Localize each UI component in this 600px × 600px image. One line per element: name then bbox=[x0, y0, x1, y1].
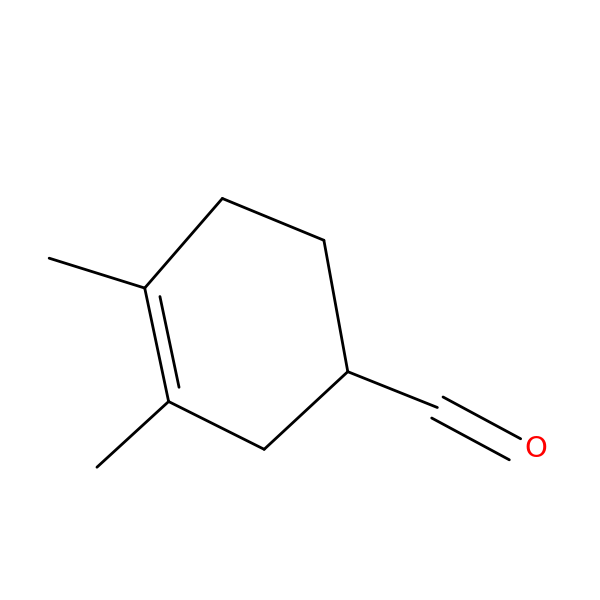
Text: O: O bbox=[524, 436, 547, 463]
